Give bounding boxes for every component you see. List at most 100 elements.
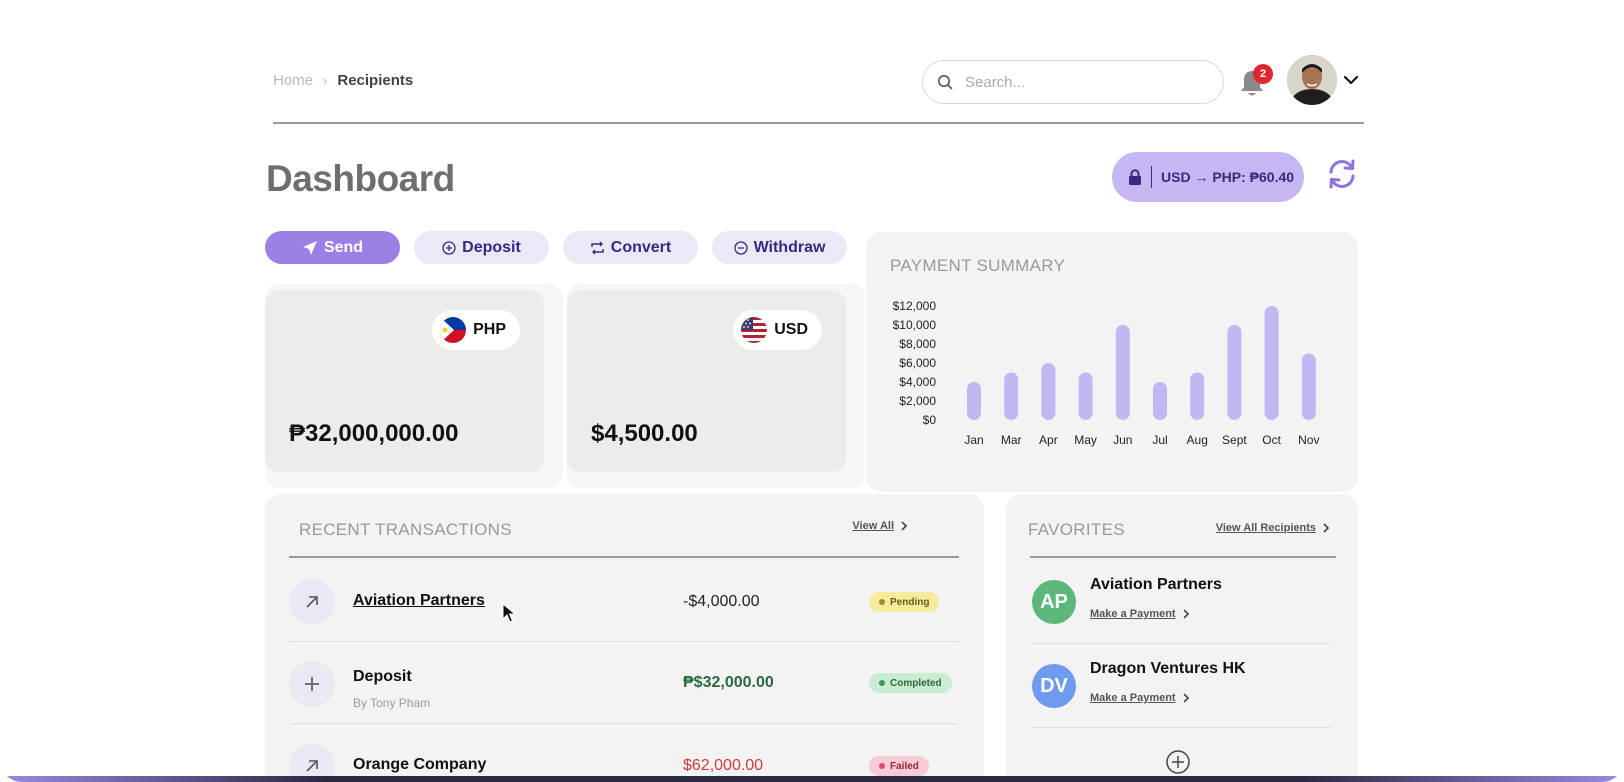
make-payment-link[interactable]: Make a Payment xyxy=(1090,608,1190,620)
favorites-panel: FAVORITES View All Recipients AP Aviatio… xyxy=(1006,494,1358,782)
arrow-up-right-icon xyxy=(289,579,335,625)
x-tick-label: May xyxy=(1074,433,1097,447)
chevron-right-icon xyxy=(1183,609,1189,619)
x-tick-label: Jul xyxy=(1152,433,1167,447)
page-title: Dashboard xyxy=(266,158,455,199)
payment-summary-title: PAYMENT SUMMARY xyxy=(890,256,1066,275)
recent-transactions-title: RECENT TRANSACTIONS xyxy=(299,520,512,539)
currency-chip-php: PHP xyxy=(432,310,520,350)
notification-badge: 2 xyxy=(1253,64,1273,84)
search-box[interactable] xyxy=(922,60,1224,104)
balance-card-usd[interactable]: USD $4,500.00 xyxy=(567,290,846,472)
send-button[interactable]: Send xyxy=(265,231,400,264)
x-tick-label: Sept xyxy=(1222,433,1247,447)
table-row[interactable]: Deposit By Tony Pham ₱$32,000.00 Complet… xyxy=(289,642,959,724)
bar-aug[interactable] xyxy=(1190,372,1205,421)
lock-icon xyxy=(1129,169,1141,185)
search-input[interactable] xyxy=(963,72,1187,92)
section-divider xyxy=(1030,556,1336,558)
refresh-icon[interactable] xyxy=(1326,158,1358,190)
chevron-right-icon xyxy=(901,521,908,531)
deposit-label: Deposit xyxy=(462,238,521,256)
x-tick-label: Apr xyxy=(1039,433,1058,447)
x-tick-label: Mar xyxy=(1001,433,1022,447)
breadcrumb-home[interactable]: Home xyxy=(273,72,314,89)
us-flag-icon xyxy=(741,317,768,343)
status-badge: Completed xyxy=(869,673,952,693)
avatar[interactable] xyxy=(1287,55,1337,105)
breadcrumb-current: Recipients xyxy=(337,72,414,89)
view-all-link[interactable]: View All xyxy=(852,520,908,532)
bar-jan[interactable] xyxy=(967,382,981,420)
balance-card-php[interactable]: PHP ₱32,000,000.00 xyxy=(265,290,544,472)
add-favorite-icon[interactable] xyxy=(1165,749,1191,775)
balance-card-usd-wrap: USD $4,500.00 xyxy=(567,284,865,488)
withdraw-button[interactable]: Withdraw xyxy=(712,231,847,264)
convert-icon xyxy=(591,241,604,254)
minus-circle-icon xyxy=(733,240,748,255)
chevron-right-icon xyxy=(1323,523,1330,533)
deposit-button[interactable]: Deposit xyxy=(414,231,549,264)
x-tick-label: Oct xyxy=(1262,433,1281,447)
view-all-recipients-link[interactable]: View All Recipients xyxy=(1216,522,1330,534)
table-row[interactable]: Orange Company $62,000.00 Failed xyxy=(289,724,959,782)
user-photo-icon xyxy=(1287,55,1337,105)
chevron-right-icon xyxy=(1183,693,1189,703)
section-divider xyxy=(289,556,959,558)
bar-sept[interactable] xyxy=(1227,325,1242,420)
mouse-cursor-icon xyxy=(502,603,516,623)
recipient-avatar: AP xyxy=(1032,580,1076,624)
make-payment-label: Make a Payment xyxy=(1090,608,1176,620)
favorites-title: FAVORITES xyxy=(1028,520,1125,539)
currency-code: USD xyxy=(774,321,808,338)
payment-summary-chart: $0 $2,000 $4,000 $6,000 $8,000 $10,000 $12,000… xyxy=(893,299,1320,447)
chevron-down-icon[interactable] xyxy=(1343,74,1359,86)
balance-amount: ₱32,000,000.00 xyxy=(289,420,459,447)
y-tick-label: $0 xyxy=(923,413,937,427)
bar-jul[interactable] xyxy=(1153,382,1167,420)
x-tick-label: Nov xyxy=(1298,433,1319,447)
window-bottom-bar xyxy=(0,776,1624,782)
status-dot xyxy=(879,763,885,769)
header-divider xyxy=(273,122,1364,124)
convert-button[interactable]: Convert xyxy=(563,231,698,264)
recipient-name: Aviation Partners xyxy=(1090,576,1222,593)
table-row[interactable]: Aviation Partners -$4,000.00 Pending xyxy=(289,560,959,642)
x-tick-label: Jun xyxy=(1113,433,1132,447)
bar-mar[interactable] xyxy=(1004,372,1019,421)
exchange-rate-pill[interactable]: USD → PHP: ₱60.40 xyxy=(1112,152,1304,202)
y-tick-label: $12,000 xyxy=(893,299,937,313)
transaction-name[interactable]: Aviation Partners xyxy=(353,592,485,609)
search-icon xyxy=(938,75,953,90)
make-payment-link[interactable]: Make a Payment xyxy=(1090,692,1190,704)
status-badge: Failed xyxy=(869,756,929,776)
status-label: Completed xyxy=(890,677,942,689)
bar-apr[interactable] xyxy=(1041,363,1056,420)
plus-icon xyxy=(289,661,335,707)
x-tick-label: Aug xyxy=(1187,433,1208,447)
view-all-label: View All xyxy=(852,520,894,532)
plus-circle-icon xyxy=(442,240,456,255)
bar-may[interactable] xyxy=(1078,372,1093,421)
bar-nov[interactable] xyxy=(1301,353,1316,421)
x-tick-label: Jan xyxy=(964,433,983,447)
y-tick-label: $4,000 xyxy=(899,375,936,389)
bar-oct[interactable] xyxy=(1264,306,1279,420)
arrow-up-right-icon xyxy=(289,743,335,782)
currency-chip-usd: USD xyxy=(733,310,822,350)
y-tick-label: $2,000 xyxy=(899,394,936,408)
transaction-amount: $62,000.00 xyxy=(683,757,764,774)
status-badge: Pending xyxy=(869,592,940,612)
rate-divider xyxy=(1151,166,1152,188)
withdraw-label: Withdraw xyxy=(753,238,826,256)
transaction-name: Orange Company xyxy=(353,756,487,773)
bar-jun[interactable] xyxy=(1115,325,1130,420)
exchange-rate-label: USD → PHP: ₱60.40 xyxy=(1161,169,1295,185)
chevron-right-icon: › xyxy=(323,73,328,88)
favorite-item[interactable]: DV Dragon Ventures HK Make a Payment xyxy=(1030,644,1332,728)
favorite-item[interactable]: AP Aviation Partners Make a Payment xyxy=(1030,560,1332,644)
philippines-flag-icon xyxy=(440,317,467,343)
action-bar: Send Deposit Convert Withdraw xyxy=(265,231,847,264)
convert-label: Convert xyxy=(610,238,672,256)
